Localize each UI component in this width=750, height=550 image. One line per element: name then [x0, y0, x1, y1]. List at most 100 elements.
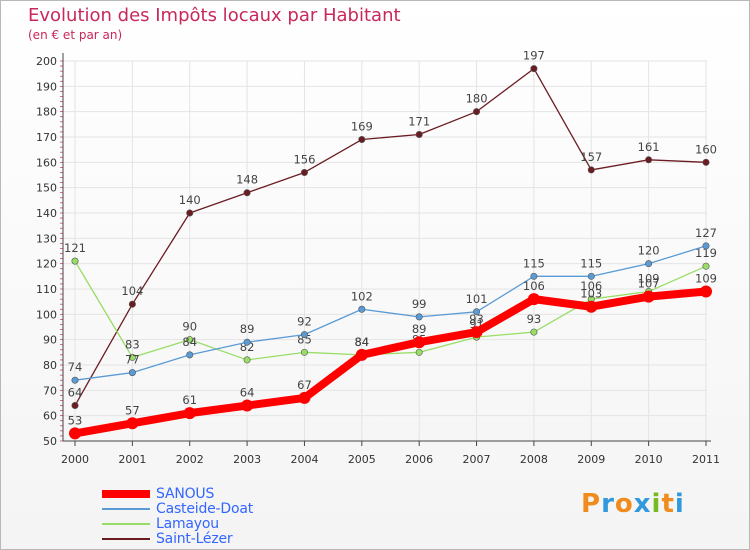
data-point-casteide-doat	[530, 272, 538, 280]
data-label-saint-lezer: 161	[638, 140, 660, 154]
data-label-lamayou: 90	[182, 320, 197, 334]
logo-letter: x	[633, 489, 652, 519]
data-label-lamayou: 93	[527, 312, 542, 326]
data-label-sanous: 67	[297, 378, 312, 392]
legend-item-sanous: SANOUS	[102, 486, 253, 502]
y-tick-label: 60	[43, 410, 57, 423]
x-tick-label: 2009	[577, 453, 605, 466]
data-label-lamayou: 85	[297, 332, 312, 346]
chart-title: Evolution des Impôts locaux par Habitant	[28, 5, 401, 26]
legend-swatch-lamayou	[102, 522, 150, 525]
data-label-lamayou: 83	[125, 337, 140, 351]
data-label-casteide-doat: 89	[240, 322, 255, 336]
y-tick-label: 70	[43, 384, 57, 397]
data-point-saint-lezer	[243, 189, 251, 197]
data-point-lamayou	[702, 262, 710, 270]
x-tick-label: 2004	[290, 453, 318, 466]
y-tick-label: 180	[36, 106, 57, 119]
data-point-lamayou	[243, 356, 251, 364]
y-tick-label: 90	[43, 334, 57, 347]
data-point-sanous	[585, 300, 598, 313]
data-point-sanous	[470, 326, 483, 339]
data-label-sanous: 84	[354, 335, 369, 349]
data-label-casteide-doat: 115	[523, 256, 545, 270]
data-point-casteide-doat	[243, 338, 251, 346]
data-point-saint-lezer	[415, 130, 423, 138]
data-label-sanous: 109	[695, 272, 717, 286]
y-tick-label: 160	[36, 156, 57, 169]
data-point-sanous	[183, 407, 196, 420]
data-label-saint-lezer: 180	[466, 92, 488, 106]
data-label-sanous: 57	[125, 403, 140, 417]
data-point-saint-lezer	[300, 168, 308, 176]
data-point-casteide-doat	[415, 313, 423, 321]
data-label-casteide-doat: 127	[695, 226, 717, 240]
data-point-saint-lezer	[473, 108, 481, 116]
data-label-saint-lezer: 64	[68, 386, 83, 400]
legend-label-casteide-doat: Casteide-Doat	[156, 500, 254, 517]
y-tick-label: 130	[36, 232, 57, 245]
data-point-lamayou	[530, 328, 538, 336]
legend-item-saint-lezer: Saint-Lézer	[102, 531, 253, 547]
logo-letter: P	[581, 489, 602, 519]
legend-label-lamayou: Lamayou	[156, 515, 219, 532]
data-point-saint-lezer	[186, 209, 194, 217]
data-label-saint-lezer: 140	[179, 193, 201, 207]
data-label-saint-lezer: 197	[523, 49, 545, 63]
y-tick-label: 120	[36, 258, 57, 271]
data-point-saint-lezer	[530, 65, 538, 73]
x-tick-label: 2008	[520, 453, 548, 466]
data-point-casteide-doat	[645, 260, 653, 268]
data-point-lamayou	[300, 348, 308, 356]
data-label-casteide-doat: 84	[182, 335, 197, 349]
logo-letter: r	[601, 489, 615, 519]
data-label-casteide-doat: 77	[125, 353, 140, 367]
data-label-lamayou: 106	[580, 279, 602, 293]
data-label-casteide-doat: 99	[412, 297, 427, 311]
data-point-saint-lezer	[587, 166, 595, 174]
x-tick-label: 2003	[233, 453, 261, 466]
data-point-sanous	[126, 417, 139, 430]
data-label-saint-lezer: 160	[695, 142, 717, 156]
data-point-casteide-doat	[71, 376, 79, 384]
y-tick-label: 80	[43, 359, 57, 372]
y-tick-label: 140	[36, 207, 57, 220]
data-label-lamayou: 121	[64, 241, 86, 255]
data-label-sanous: 106	[523, 279, 545, 293]
x-tick-label: 2010	[635, 453, 663, 466]
data-label-casteide-doat: 115	[580, 256, 602, 270]
x-tick-label: 2000	[61, 453, 89, 466]
x-tick-label: 2007	[463, 453, 491, 466]
data-label-saint-lezer: 148	[236, 173, 258, 187]
logo-letter: i	[674, 489, 685, 519]
data-label-casteide-doat: 102	[351, 289, 373, 303]
y-tick-label: 50	[43, 435, 57, 448]
data-point-sanous	[413, 336, 426, 349]
y-tick-label: 200	[36, 55, 57, 68]
data-point-sanous	[642, 290, 655, 303]
data-point-lamayou	[186, 336, 194, 344]
data-point-lamayou	[415, 348, 423, 356]
proxiti-logo: Proxiti	[581, 489, 685, 519]
y-tick-label: 150	[36, 182, 57, 195]
data-label-saint-lezer: 157	[580, 150, 602, 164]
y-tick-label: 190	[36, 80, 57, 93]
data-point-casteide-doat	[358, 305, 366, 313]
x-tick-label: 2002	[176, 453, 204, 466]
data-point-lamayou	[71, 257, 79, 265]
data-point-saint-lezer	[645, 156, 653, 164]
legend-item-lamayou: Lamayou	[102, 515, 253, 532]
legend-item-casteide-doat: Casteide-Doat	[102, 500, 254, 517]
data-point-saint-lezer	[358, 136, 366, 144]
data-label-casteide-doat: 92	[297, 315, 312, 329]
data-label-sanous: 89	[412, 322, 427, 336]
data-label-lamayou: 109	[638, 272, 660, 286]
x-tick-label: 2006	[405, 453, 433, 466]
data-point-sanous	[700, 285, 712, 298]
data-label-sanous: 103	[580, 287, 602, 301]
data-point-casteide-doat	[300, 331, 308, 339]
data-point-sanous	[69, 427, 81, 440]
logo-letter: i	[651, 489, 662, 519]
